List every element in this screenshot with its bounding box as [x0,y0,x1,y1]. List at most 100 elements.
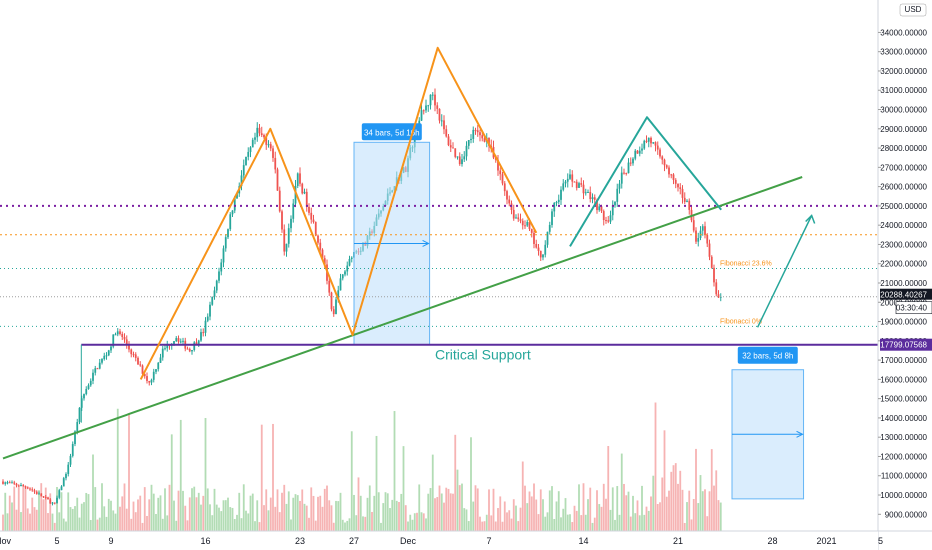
volume-bar [29,513,31,531]
candle-body [440,120,443,122]
candle-body [706,235,709,244]
volume-bar [67,492,70,531]
candle-body [544,244,547,255]
price-tick-label: 12000.00000 [880,452,927,461]
candle-body [611,205,614,216]
volume-bar [44,487,47,531]
volume-bar [674,463,677,531]
candle-body [164,348,166,350]
candle-body [175,338,178,342]
volume-bar [249,495,252,531]
candle-body [632,158,634,164]
candle-body [348,258,351,266]
candle-body [157,362,160,370]
volume-bar [564,498,567,531]
volume-bar [400,493,403,531]
volume-bar [69,507,72,531]
volume-bar [350,431,353,531]
candle-body [566,178,569,182]
candle-body [580,183,583,185]
candle-body [548,224,551,232]
time-tick-label: 23 [295,536,305,546]
volume-bar [481,521,484,531]
volume-bar [632,495,634,531]
candle-body [58,490,61,498]
candle-body [29,488,31,490]
volume-bar [175,520,178,531]
candle-body [337,290,340,300]
volume-bar [211,515,214,531]
price-tick-label: 9000.00000 [885,510,928,519]
candle-body [137,357,139,365]
volume-bar [78,517,81,531]
volume-bar [539,489,542,531]
volume-bar [346,520,349,531]
volume-bar [553,518,556,531]
volume-bar [697,503,700,531]
volume-bar [386,493,389,531]
candle-body [344,271,346,275]
candle-body [688,200,691,210]
volume-bar [593,517,596,531]
volume-bar [74,506,76,531]
candle-body [593,197,596,200]
volume-bar [661,477,664,531]
volume-bar [341,519,344,531]
candle-body [260,133,263,135]
candle-body [92,372,94,381]
volume-bar [188,497,191,531]
candle-body [69,455,72,465]
price-tick-label: 10000.00000 [880,491,927,500]
teal-zigzag-pattern [569,116,722,247]
volume-bar [688,490,691,531]
volume-bar [625,495,628,531]
candle-body [278,190,281,212]
candle-body [267,144,270,146]
candle-body [524,225,526,227]
volume-bar [148,499,151,531]
candle-body [177,338,180,342]
candle-body [708,243,711,257]
volume-bar [713,485,715,531]
volume-bar [47,513,49,531]
volume-bar [353,494,355,531]
volume-bar [31,497,34,531]
candle-body [211,296,214,305]
candle-body [229,214,232,230]
candle-body [429,94,432,106]
candle-body [616,188,619,202]
volume-bar [281,492,283,531]
volume-bar [620,453,623,531]
candle-body [330,292,333,310]
volume-bar [476,488,479,531]
candle-body [139,364,142,366]
candle-body [573,181,576,183]
volume-bar [591,522,594,531]
price-tick-label: 27000.00000 [880,163,927,172]
price-axis: USD 9000.00000 10000.00000 11000.00000 12000… [877,0,932,550]
candle-body [339,278,342,291]
volume-bar [488,489,490,531]
candle-body [22,485,25,487]
candle-body [233,198,236,211]
candle-body [269,144,272,149]
volume-bar [310,487,313,531]
volume-bar [159,495,162,531]
candle-body [308,206,310,213]
candle-body [629,162,632,164]
volume-bar [614,519,616,531]
candle-body [146,376,148,381]
volume-bar [431,454,434,531]
candle-body [638,150,641,154]
candle-body [350,257,353,259]
volume-bar [535,499,538,531]
time-tick-label: 27 [349,536,359,546]
volume-bar [130,518,133,531]
candle-body [499,170,502,175]
candle-body [634,150,637,159]
volume-bar [173,500,175,531]
candle-body [222,248,225,263]
candle-body [114,334,117,336]
candle-body [227,229,229,238]
